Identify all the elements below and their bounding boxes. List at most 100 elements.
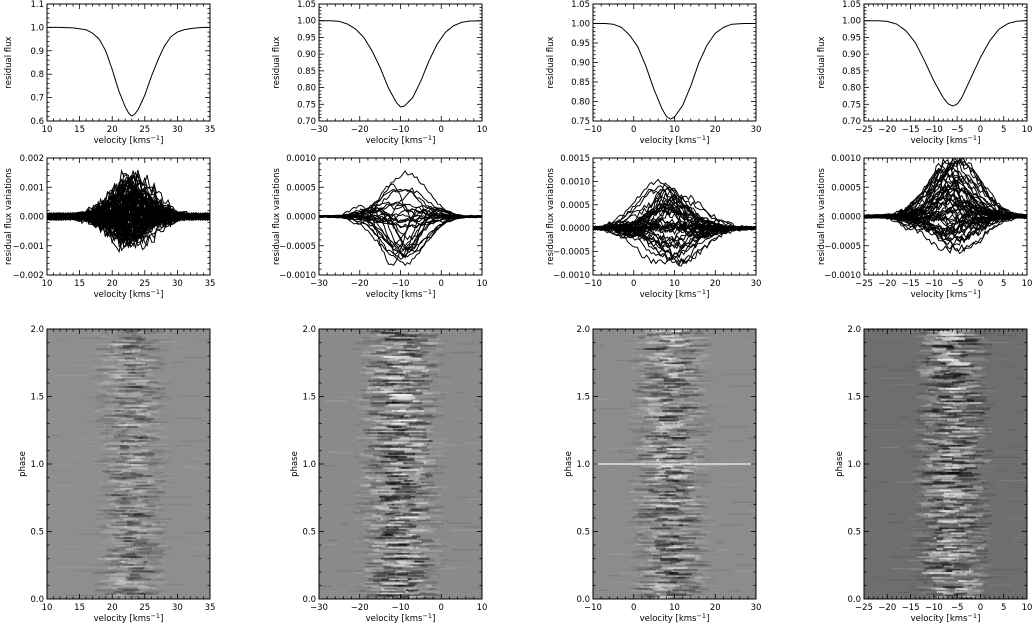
dynamic-col3-stripe: [652, 557, 662, 560]
dynamic-col2-stripe: [424, 344, 446, 347]
variations-col1-xtick-label: 15: [74, 279, 85, 289]
dynamic-col3-stripe: [646, 514, 663, 517]
dynamic-col3-stripe: [633, 591, 650, 594]
dynamic-col1-stripe: [119, 348, 143, 351]
dynamic-col2-stripe: [429, 567, 440, 570]
dynamic-col1-stripe: [130, 529, 147, 532]
dynamic-col1-stripe: [136, 548, 153, 551]
dynamic-col1-stripe: [126, 560, 140, 563]
dynamic-col4-stripe: [939, 362, 951, 365]
dynamic-col2-stripe: [403, 402, 416, 405]
dynamic-col2-stripe: [361, 354, 387, 357]
dynamic-col3-stripe: [663, 398, 681, 401]
dynamic-col1-stripe: [105, 429, 129, 432]
profile-col2-ytick-label: 0.90: [297, 50, 316, 60]
dynamic-col3-stripe: [636, 329, 658, 331]
dynamic-col1-stripe: [112, 400, 126, 403]
dynamic-col2-stripe: [390, 448, 412, 451]
dynamic-col2-stripe: [388, 373, 409, 376]
dynamic-col2-texture: [390, 566, 410, 568]
dynamic-col3-stripe: [649, 478, 658, 481]
dynamic-col2-stripe: [411, 379, 433, 382]
dynamic-col3-stripe: [629, 591, 653, 594]
dynamic-col2-ytick-label: 1.5: [302, 393, 316, 403]
dynamic-col3-stripe: [641, 538, 659, 541]
dynamic-col3-stripe: [655, 435, 671, 438]
dynamic-col3-stripe: [680, 532, 699, 535]
dynamic-col1-stripe: [93, 583, 113, 586]
dynamic-col3-stripe: [647, 491, 662, 493]
dynamic-col3-stripe: [687, 525, 702, 528]
dynamic-col2-stripe: [360, 348, 383, 351]
dynamic-col2-stripe: [359, 538, 371, 541]
dynamic-col4-stripe: [935, 336, 959, 339]
dynamic-col2-stripe: [371, 460, 386, 463]
dynamic-col3-stripe: [646, 508, 663, 511]
profile-col2-ylabel: residual flux: [272, 36, 282, 88]
dynamic-col2-stripe: [406, 592, 419, 595]
dynamic-col2-stripe: [405, 473, 415, 476]
dynamic-col2-stripe: [412, 452, 431, 455]
dynamic-col3-stripe: [648, 567, 661, 570]
dynamic-col3-stripe: [648, 403, 663, 406]
variations-col4-curve: [864, 213, 1027, 224]
dynamic-col1-stripe: [143, 505, 156, 508]
dynamic-col3-stripe: [634, 575, 644, 578]
dynamic-col1-stripe: [143, 492, 166, 495]
dynamic-col3-stripe: [644, 570, 660, 573]
dynamic-col1-stripe: [125, 362, 147, 365]
dynamic-col3-stripe: [639, 386, 665, 389]
dynamic-col3-stripe: [673, 365, 696, 368]
dynamic-col3-stripe: [639, 362, 666, 365]
dynamic-col2-stripe: [384, 435, 403, 438]
dynamic-col3-stripe: [670, 578, 690, 581]
dynamic-col3-stripe: [686, 362, 708, 365]
dynamic-col4-stripe: [926, 360, 952, 363]
dynamic-col3-stripe: [691, 589, 704, 592]
dynamic-col3-texture: [736, 570, 756, 572]
variations-col4-curve: [864, 210, 1027, 233]
dynamic-col3-stripe: [686, 564, 707, 567]
dynamic-col1-stripe: [111, 497, 122, 500]
dynamic-col3-stripe: [639, 427, 658, 430]
dynamic-col3-stripe: [634, 587, 657, 590]
dynamic-col4-stripe: [927, 360, 941, 363]
dynamic-col1-stripe: [113, 567, 124, 570]
dynamic-col2-stripe: [364, 583, 383, 586]
dynamic-col1-stripe: [116, 530, 127, 533]
dynamic-col3-stripe: [687, 346, 704, 349]
dynamic-col3-stripe: [677, 368, 699, 371]
dynamic-col3-stripe: [625, 500, 651, 503]
dynamic-col3-stripe: [649, 383, 674, 385]
dynamic-col1-stripe: [148, 452, 164, 455]
dynamic-col2-stripe: [424, 525, 440, 528]
dynamic-col4-stripe: [919, 344, 939, 347]
dynamic-col1-stripe: [126, 489, 139, 492]
dynamic-col2-stripe: [389, 403, 412, 406]
dynamic-col4-stripe: [966, 349, 988, 352]
dynamic-col3-stripe: [680, 392, 693, 395]
dynamic-col2-stripe: [393, 473, 421, 476]
dynamic-col1-stripe: [152, 397, 163, 400]
dynamic-col3-stripe: [665, 464, 684, 466]
dynamic-col3-stripe: [641, 460, 658, 463]
dynamic-col2-stripe: [423, 379, 442, 382]
dynamic-col1-stripe: [103, 411, 124, 414]
dynamic-col2-stripe: [362, 394, 385, 397]
dynamic-col3-stripe: [632, 551, 647, 554]
dynamic-col2-stripe: [380, 557, 404, 560]
dynamic-col1-stripe: [101, 357, 119, 360]
dynamic-col2-stripe: [364, 476, 385, 479]
dynamic-col1-stripe: [156, 488, 170, 490]
dynamic-col3-stripe: [642, 414, 665, 417]
dynamic-col3-stripe: [638, 454, 652, 457]
dynamic-col3-stripe: [682, 495, 703, 498]
dynamic-col3-stripe: [637, 487, 653, 490]
dynamic-col1-stripe: [128, 546, 147, 549]
dynamic-col2-stripe: [426, 410, 437, 412]
dynamic-col1-xtick-label: 10: [42, 603, 53, 613]
dynamic-col1-stripe: [138, 551, 163, 554]
dynamic-col2-stripe: [392, 394, 406, 397]
dynamic-col4-stripe: [916, 354, 932, 357]
dynamic-col2-stripe: [365, 565, 376, 568]
